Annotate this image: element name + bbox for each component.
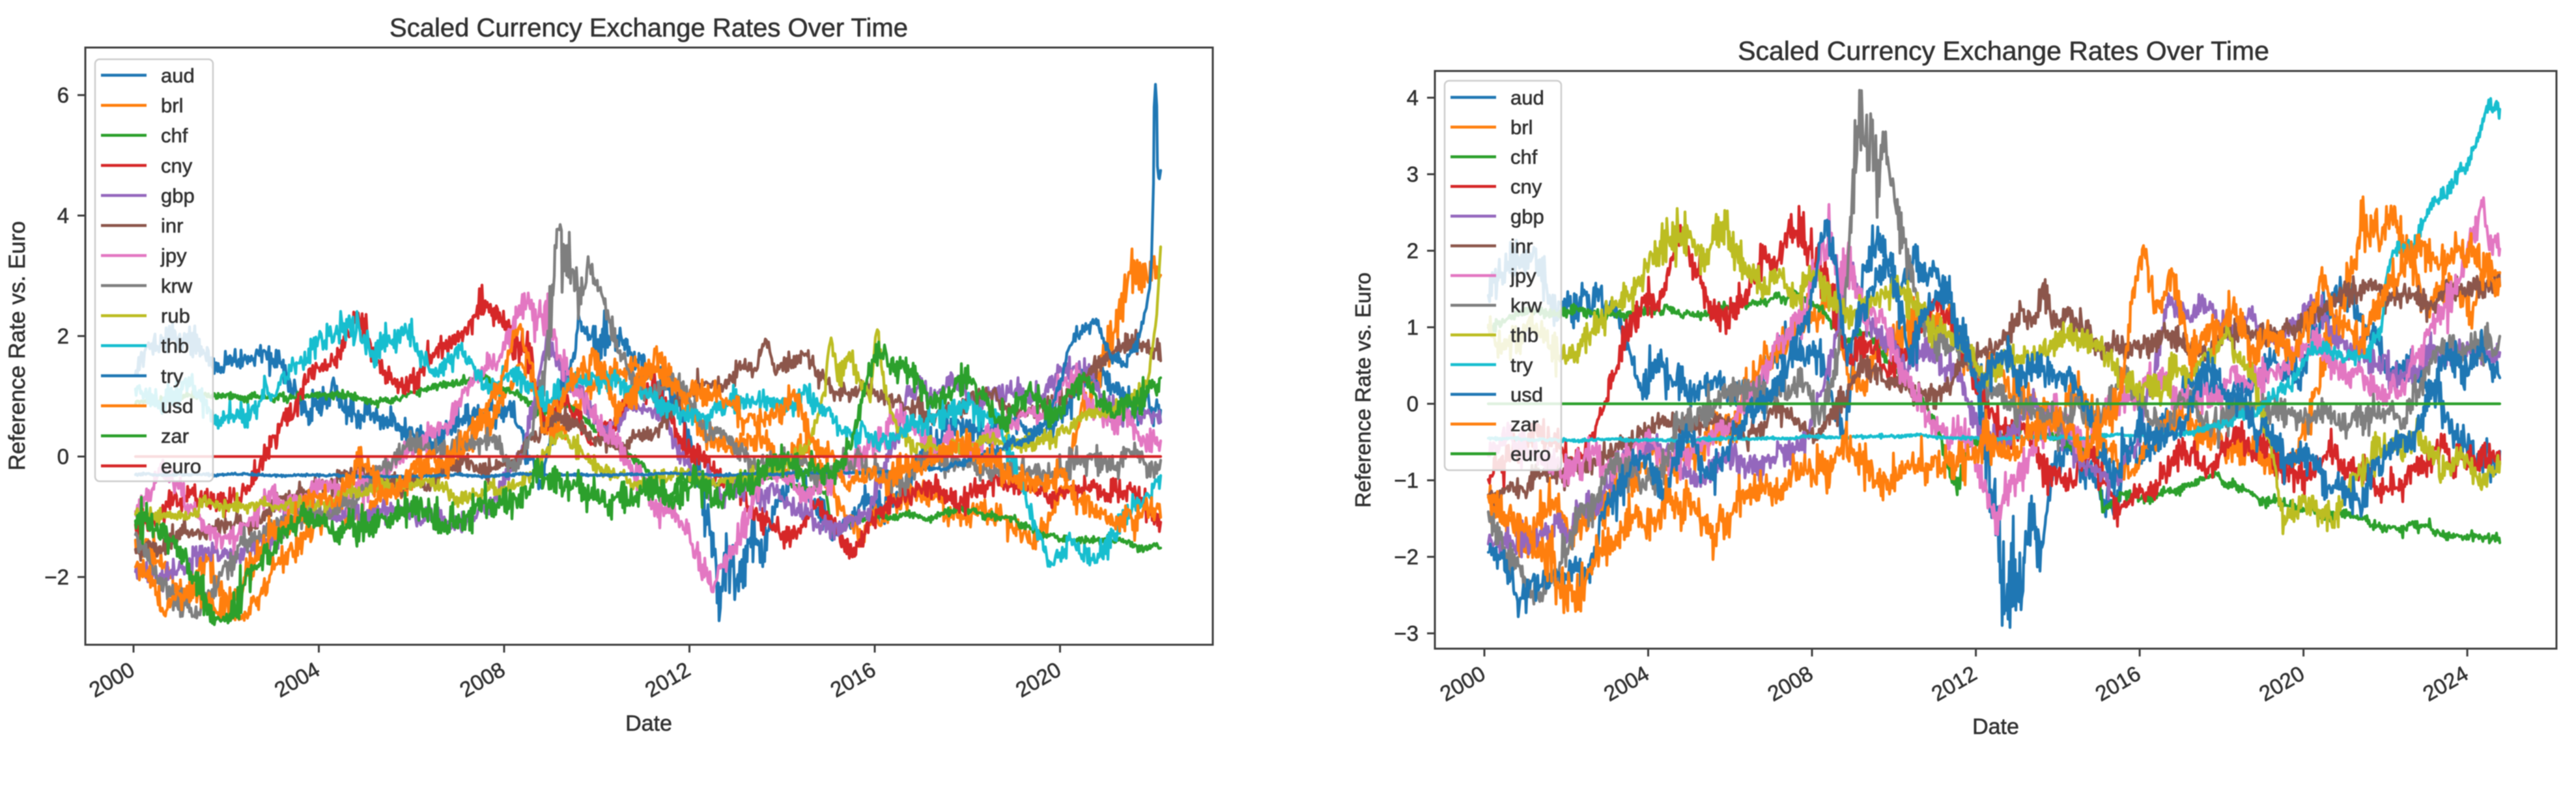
svg-text:0: 0 (1407, 392, 1419, 416)
svg-text:−2: −2 (1394, 545, 1419, 569)
svg-text:aud: aud (1510, 86, 1544, 109)
svg-text:brl: brl (161, 94, 183, 117)
svg-text:cny: cny (161, 154, 193, 177)
svg-text:try: try (1510, 354, 1533, 376)
svg-text:4: 4 (1407, 86, 1419, 110)
svg-text:aud: aud (161, 64, 195, 87)
svg-text:2: 2 (1407, 239, 1419, 263)
svg-text:Scaled Currency Exchange Rates: Scaled Currency Exchange Rates Over Time (389, 14, 908, 42)
svg-text:jpy: jpy (1510, 264, 1536, 287)
svg-text:2: 2 (57, 324, 69, 348)
svg-text:3: 3 (1407, 162, 1419, 186)
svg-text:cny: cny (1510, 175, 1542, 198)
svg-text:krw: krw (161, 274, 193, 297)
svg-text:Scaled Currency Exchange Rates: Scaled Currency Exchange Rates Over Time (1738, 36, 2269, 66)
svg-text:Reference Rate vs. Euro: Reference Rate vs. Euro (5, 221, 30, 470)
svg-text:1: 1 (1407, 315, 1419, 339)
svg-text:zar: zar (1510, 413, 1538, 436)
svg-text:brl: brl (1510, 116, 1533, 139)
svg-text:−2: −2 (44, 565, 69, 589)
svg-text:euro: euro (161, 455, 201, 477)
svg-text:rub: rub (161, 305, 190, 328)
svg-text:usd: usd (1510, 383, 1543, 406)
svg-text:0: 0 (57, 445, 69, 469)
svg-text:6: 6 (57, 83, 69, 107)
svg-text:krw: krw (1510, 294, 1542, 317)
svg-text:zar: zar (161, 425, 189, 447)
svg-text:Date: Date (1972, 714, 2019, 739)
svg-text:inr: inr (1510, 234, 1533, 257)
svg-text:−1: −1 (1394, 468, 1419, 492)
svg-text:chf: chf (161, 124, 188, 147)
svg-text:4: 4 (57, 204, 69, 228)
svg-text:gbp: gbp (161, 184, 195, 207)
svg-text:thb: thb (1510, 324, 1538, 346)
svg-text:inr: inr (161, 214, 183, 237)
svg-text:chf: chf (1510, 146, 1538, 169)
svg-text:Reference Rate vs. Euro: Reference Rate vs. Euro (1351, 272, 1375, 507)
svg-text:−3: −3 (1394, 621, 1419, 645)
svg-text:gbp: gbp (1510, 205, 1544, 228)
svg-text:usd: usd (161, 395, 193, 417)
svg-text:try: try (161, 365, 184, 387)
svg-text:jpy: jpy (160, 244, 187, 267)
svg-text:euro: euro (1510, 443, 1551, 466)
svg-text:Date: Date (625, 711, 672, 736)
svg-text:thb: thb (161, 335, 189, 358)
